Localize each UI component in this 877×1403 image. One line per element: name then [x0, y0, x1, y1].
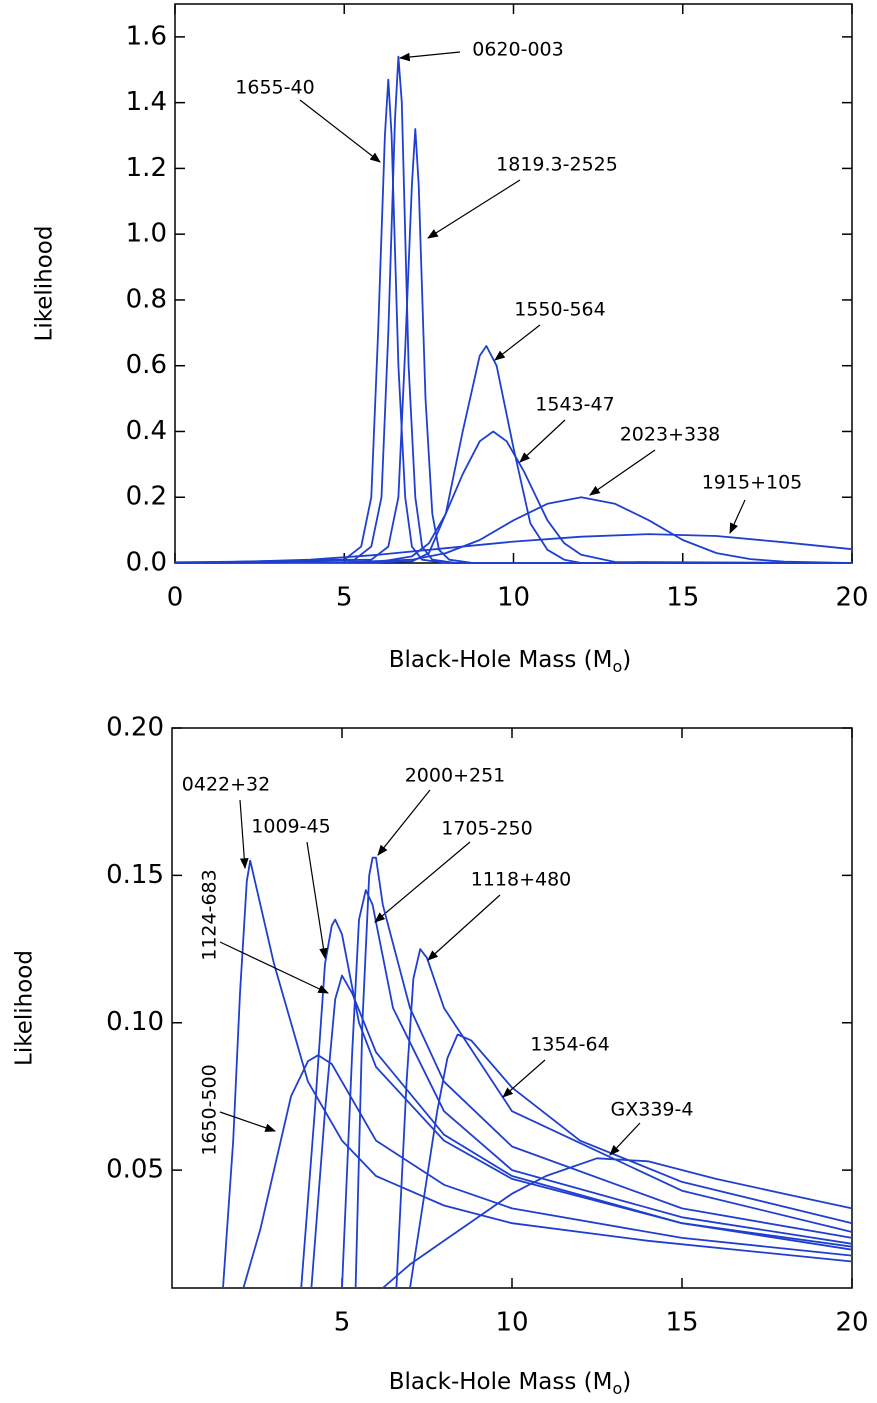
y-tick-label: 0.6	[126, 350, 167, 380]
series-line	[300, 918, 853, 1289]
x-axis-title-end: )	[622, 1369, 631, 1395]
series-label: 0422+32	[182, 774, 270, 796]
x-axis-title-main: Black-Hole Mass (M	[389, 1369, 613, 1395]
series-line	[395, 948, 853, 1289]
series-line	[354, 856, 853, 1289]
x-axis-title: Black-Hole Mass (Mo)	[389, 647, 632, 676]
y-tick-label: 0.8	[126, 284, 167, 314]
x-tick-label: 0	[167, 583, 184, 613]
y-tick-label: 0.20	[106, 713, 164, 743]
annotation-arrow	[589, 449, 656, 496]
x-tick-label: 5	[336, 583, 353, 613]
y-tick-label: 1.4	[126, 87, 167, 117]
series-line	[242, 1054, 853, 1289]
x-tick-label: 15	[666, 583, 699, 613]
annotation-arrow	[398, 51, 461, 62]
annotation-arrow	[239, 799, 249, 870]
y-tick-label: 1.6	[126, 21, 167, 51]
x-tick-label: 5	[334, 1308, 351, 1338]
annotation-arrow	[519, 419, 566, 463]
series-line	[382, 1157, 853, 1289]
y-axis-title: Likelihood	[32, 226, 58, 342]
series-label: 1354-64	[530, 1034, 609, 1056]
y-tick-label: 0.15	[106, 860, 164, 890]
annotation-arrow	[219, 941, 329, 994]
series-label: 1124-683	[199, 869, 221, 960]
annotation-arrow	[427, 179, 521, 239]
y-axis-title: Likelihood	[12, 950, 38, 1066]
series-label: 2023+338	[620, 424, 721, 446]
series-line	[174, 128, 852, 564]
y-tick-label: 0.4	[126, 416, 167, 446]
series-label: GX339-4	[611, 1099, 694, 1121]
series-label: 2000+251	[405, 765, 506, 787]
y-tick-label: 1.2	[126, 153, 167, 183]
series-line	[174, 430, 853, 564]
series-label: 1550-564	[514, 299, 605, 321]
series-line	[310, 974, 853, 1289]
series-line	[174, 55, 852, 564]
y-tick-label: 0.05	[106, 1155, 164, 1185]
annotation-arrow	[219, 1111, 277, 1132]
x-tick-label: 10	[495, 1308, 528, 1338]
annotation-arrow	[306, 841, 328, 960]
series-label: 1650-500	[199, 1064, 221, 1155]
y-tick-label: 0.0	[126, 548, 167, 578]
x-axis-title-main: Black-Hole Mass (M	[389, 647, 613, 673]
y-tick-label: 0.2	[126, 482, 167, 512]
annotation-arrow	[494, 324, 541, 361]
y-tick-label: 1.0	[126, 219, 167, 249]
y-tick-label: 0.10	[106, 1007, 164, 1037]
series-label: 1009-45	[251, 816, 330, 838]
series-label: 1705-250	[441, 818, 532, 840]
annotation-arrow	[609, 1122, 641, 1156]
annotation-arrow	[374, 841, 471, 923]
x-tick-label: 20	[835, 1308, 868, 1338]
series-line	[174, 496, 853, 564]
plot-frame	[171, 727, 853, 1289]
series-label: 1655-40	[235, 77, 314, 99]
annotation-arrow	[427, 894, 501, 961]
annotation-arrow	[377, 789, 431, 856]
series-line	[222, 859, 853, 1289]
x-tick-label: 10	[497, 583, 530, 613]
x-axis-title: Black-Hole Mass (Mo)	[389, 1369, 632, 1398]
x-axis-title-sub: o	[613, 1379, 623, 1398]
series-label: 1118+480	[471, 869, 572, 891]
annotation-arrow	[299, 99, 381, 163]
series-label: 1915+105	[702, 472, 803, 494]
x-axis-title-end: )	[622, 647, 631, 673]
x-tick-label: 20	[835, 583, 868, 613]
x-axis-title-sub: o	[613, 657, 623, 676]
series-line	[174, 533, 853, 564]
series-line	[409, 1033, 853, 1289]
series-label: 1819.3-2525	[496, 154, 618, 176]
series-label: 1543-47	[535, 394, 614, 416]
series-label: 0620-003	[472, 39, 563, 61]
x-tick-label: 15	[665, 1308, 698, 1338]
annotation-arrow	[729, 499, 746, 534]
series-line	[341, 889, 853, 1289]
annotation-arrow	[502, 1059, 546, 1098]
